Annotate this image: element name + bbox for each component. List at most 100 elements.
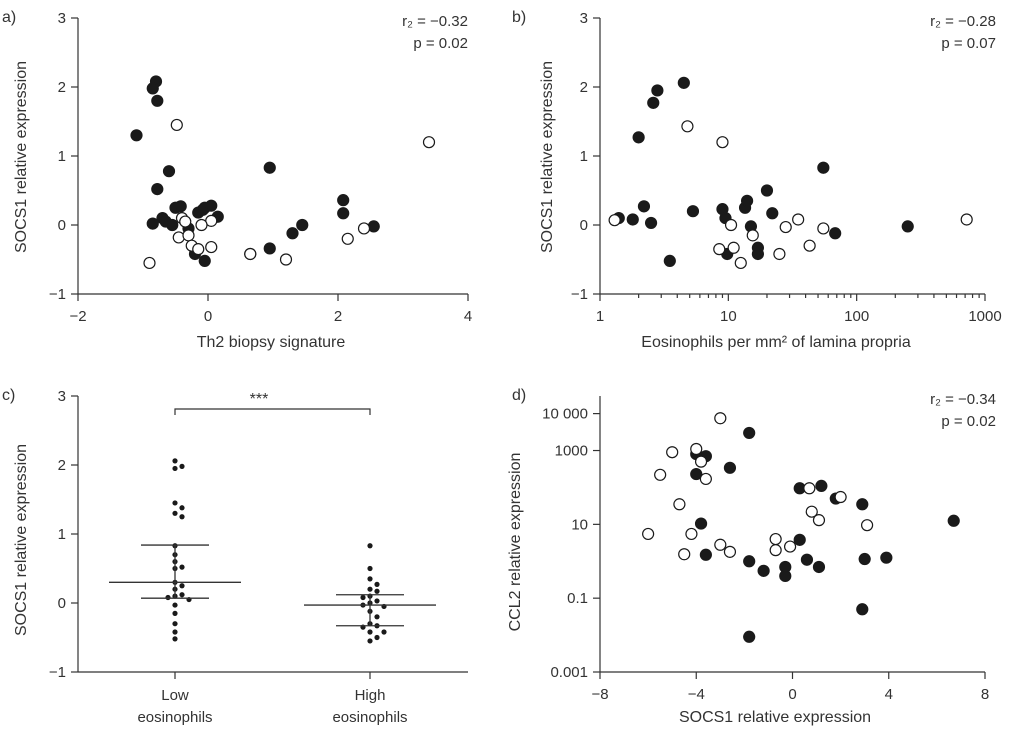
data-point-open [724,218,738,232]
x-tick-label: 4 [464,308,472,325]
data-point [374,598,380,604]
x-tick-label: 100 [844,308,869,325]
y-tick-label: 10 000 [542,406,588,423]
x-tick-label: 1000 [968,308,1001,325]
data-point-filled [647,96,660,109]
data-point-filled [947,514,960,527]
data-point-filled [198,254,211,267]
data-point [172,610,178,616]
category-label: eosinophils [137,709,212,726]
x-tick-label: −2 [69,308,86,325]
data-point-open [960,213,973,226]
panel-d-scatter: d) CCL2 relative expression SOCS1 relati… [507,387,996,726]
panel-b-scatter: b) SOCS1 relative expression Eosinophils… [512,9,1002,351]
data-point-open [713,243,726,256]
data-point-open [341,232,354,245]
data-point-filled [286,227,299,240]
y-axis-label-b: SOCS1 relative expression [539,61,556,253]
data-point [172,621,178,627]
data-point [360,594,366,601]
data-point-filled [637,200,651,213]
data-point-filled [901,220,914,233]
x-axis-label-d: SOCS1 relative expression [679,709,871,726]
y-axis-label-a: SOCS1 relative expression [13,61,30,253]
data-point-open [723,545,737,558]
y-tick-label: −1 [49,286,66,303]
y-tick-label: 0 [580,217,588,234]
data-point-filled [812,560,826,574]
data-point-filled [205,199,218,212]
data-point [381,629,387,635]
panel-label-a: a) [2,9,16,26]
x-axis-label-b: Eosinophils per mm² of lamina propria [641,334,911,351]
data-point [367,565,373,572]
y-axis-label-c: SOCS1 relative expression [13,444,30,636]
data-point-filled [800,553,814,566]
data-point-open [803,482,816,495]
data-point-open [244,247,257,261]
data-point-open [746,229,759,242]
data-point-filled [663,254,676,267]
data-point-open [805,505,818,518]
panel-label-d: d) [512,387,526,404]
data-point-open [699,472,712,486]
data-point-open [681,120,694,133]
stat-p-d: p = 0.02 [941,413,996,430]
significance-stars: *** [250,391,269,408]
x-tick-label: 4 [885,686,893,703]
data-point [367,543,373,549]
data-point-open [357,222,371,235]
data-point-open [783,540,797,553]
data-point-filled [166,218,179,232]
data-point-filled [817,161,830,174]
marks-a [130,75,436,270]
ticks-d: 0.001 0.1 10 1000 10 000 −8 −4 0 4 8 [542,396,989,703]
data-point-filled [766,207,779,220]
y-axis-label-d: CCL2 relative expression [507,453,524,632]
data-point-filled [751,247,765,261]
data-point-filled [686,205,700,218]
data-point-open [769,544,782,557]
data-point-open [714,538,727,551]
y-tick-label: −1 [571,286,588,303]
data-point [172,629,178,635]
data-point-filled [151,94,164,107]
data-point [179,583,185,589]
data-point [367,629,373,635]
data-point-open [690,442,703,456]
data-point-open [769,532,782,546]
data-point-open [192,243,205,256]
data-point-open [673,498,686,511]
data-point-open [195,218,208,232]
x-tick-label: −8 [591,686,608,703]
data-point [179,514,185,520]
data-point-filled [146,82,159,95]
data-point-filled [130,129,143,142]
data-point [374,614,380,620]
data-point-open [170,118,183,132]
data-point-filled [779,569,792,583]
data-point-open [773,247,786,261]
data-point-open [678,548,691,561]
data-point-open [779,220,792,234]
data-point-open [172,231,185,244]
data-point-open [182,229,195,242]
data-point-filled [337,207,350,220]
data-point-open [812,514,826,527]
y-tick-label: 10 [571,516,588,533]
y-tick-label: 1000 [555,443,588,460]
data-point-open [817,222,830,235]
stat-r-a: r₂ = −0.32 [402,13,468,30]
data-point-filled [829,227,842,240]
data-point-filled [263,161,276,174]
x-tick-label: 0 [204,308,212,325]
data-point-filled [651,84,664,97]
x-tick-label: −4 [688,686,705,703]
y-tick-label: 3 [580,10,588,27]
data-point-filled [757,564,770,577]
y-tick-label: 2 [58,457,66,474]
y-tick-label: 1 [58,148,66,165]
data-point-filled [743,426,756,440]
data-point-open [666,446,679,459]
data-point-filled [856,498,869,511]
